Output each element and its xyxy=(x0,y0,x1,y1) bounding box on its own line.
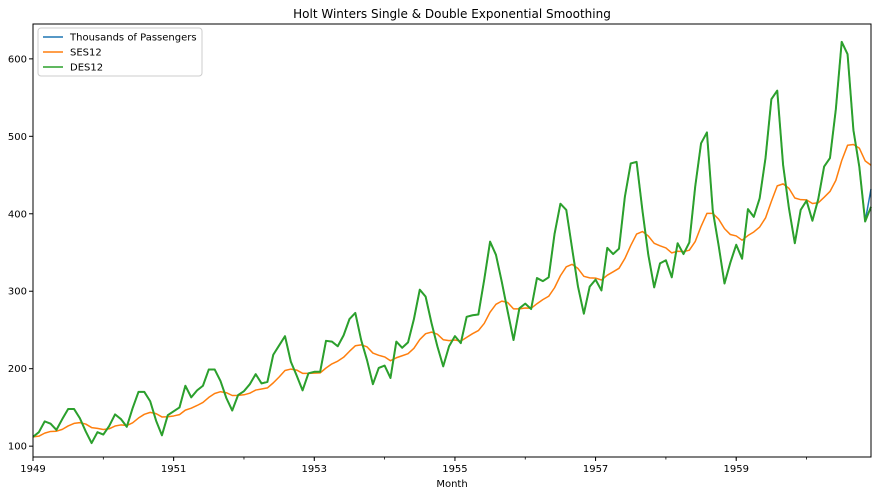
y-tick-label: 600 xyxy=(8,54,27,65)
y-axis: 100 200 300 400 500 600 xyxy=(8,54,33,453)
plot-frame xyxy=(32,23,872,458)
y-tick-label: 300 xyxy=(8,287,27,298)
x-tick-label: 1953 xyxy=(302,464,327,475)
x-axis: 1949 1951 1953 1955 1957 1959 xyxy=(20,457,807,475)
series-line-1 xyxy=(32,41,872,444)
y-tick-label: 100 xyxy=(8,442,27,453)
x-tick-label: 1949 xyxy=(20,464,45,475)
chart-title: Holt Winters Single & Double Exponential… xyxy=(293,7,611,21)
y-tick-label: 400 xyxy=(8,209,27,220)
x-tick-label: 1959 xyxy=(723,464,748,475)
x-axis-title: Month xyxy=(436,479,467,490)
y-tick-label: 500 xyxy=(8,132,27,143)
legend-label-2: SES12 xyxy=(70,48,102,59)
legend: Thousands of Passengers SES12 DES12 xyxy=(37,27,203,77)
legend-label-3: DES12 xyxy=(70,63,103,74)
series-line-3 xyxy=(32,40,872,445)
y-tick-label: 200 xyxy=(8,364,27,375)
legend-label-1: Thousands of Passengers xyxy=(69,33,197,44)
series-layer xyxy=(32,40,872,445)
legend-box xyxy=(37,27,203,77)
x-tick-label: 1955 xyxy=(442,464,467,475)
x-tick-label: 1957 xyxy=(583,464,608,475)
x-tick-label: 1951 xyxy=(161,464,186,475)
series-line-2 xyxy=(32,143,872,438)
